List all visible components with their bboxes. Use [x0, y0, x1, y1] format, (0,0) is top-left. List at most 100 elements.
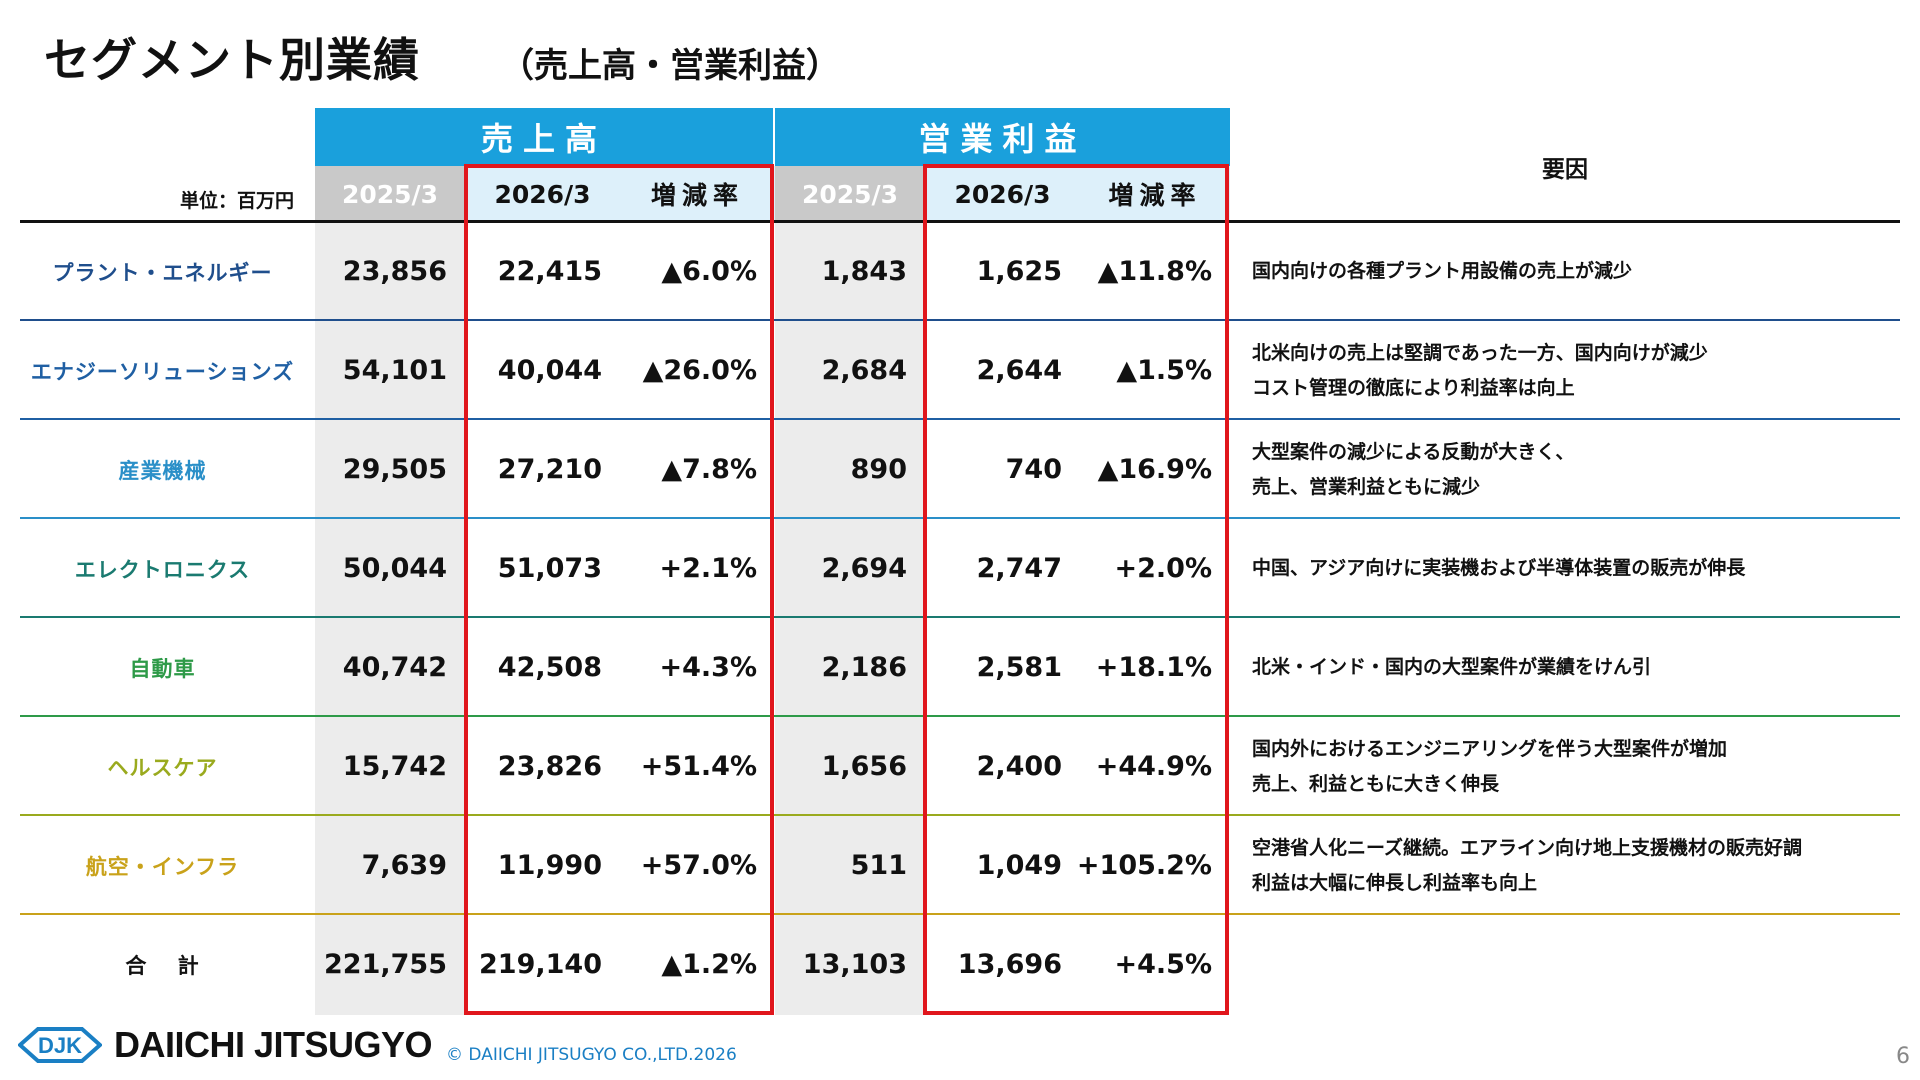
- op-2025-value: 1,843: [821, 256, 907, 287]
- sales-2025-value: 54,101: [342, 355, 447, 386]
- table-row: ヘルスケア 15,742 23,826 +51.4% 1,656 2,400 +44.9% 国…: [0, 717, 1920, 816]
- op-change-rate: +18.1%: [1095, 652, 1212, 683]
- op-change-rate: +105.2%: [1076, 850, 1212, 881]
- op-2025-value: 511: [850, 850, 907, 881]
- row-divider: [20, 319, 1900, 321]
- table-row: プラント・エネルギー 23,856 22,415 ▲6.0% 1,843 1,625 ▲11…: [0, 222, 1920, 321]
- sales-2025-value: 29,505: [342, 454, 447, 485]
- segment-name: エナジーソリューションズ: [30, 359, 295, 384]
- table-row: 産業機械 29,505 27,210 ▲7.8% 890 740 ▲16.9% 大型案件の減少…: [0, 420, 1920, 519]
- page-subtitle: （売上高・営業利益）: [500, 46, 840, 86]
- op-2026-value: 740: [1005, 454, 1062, 485]
- row-divider: [20, 715, 1900, 717]
- segment-name: 産業機械: [118, 458, 207, 483]
- segment-name: ヘルスケア: [107, 755, 218, 780]
- row-divider: [20, 616, 1900, 618]
- op-2026-value: 13,696: [957, 949, 1062, 980]
- op-prev-year-header: 2025/3: [775, 166, 925, 222]
- reason-text: 国内向けの各種プラント用設備の売上が減少: [1252, 260, 1633, 282]
- prev-op-column-bg: [775, 222, 925, 1015]
- op-current-highlight-frame: [923, 164, 1229, 1015]
- page-number: 6: [1896, 1044, 1910, 1069]
- sales-change-rate: +4.3%: [659, 652, 757, 683]
- reason-text: 北米・インド・国内の大型案件が業績をけん引: [1252, 656, 1652, 678]
- row-divider: [20, 814, 1900, 816]
- logo-mark-text: DJK: [38, 1033, 82, 1058]
- table-row: 自動車 40,742 42,508 +4.3% 2,186 2,581 +18.1% 北米・イ…: [0, 618, 1920, 717]
- reason-text: [1230, 915, 1900, 1014]
- reason-text: 北米向けの売上は堅調であった一方、国内向けが減少 コスト管理の徹底により利益率は…: [1252, 341, 1708, 399]
- op-2026-value: 1,625: [976, 256, 1062, 287]
- sales-2026-value: 42,508: [497, 652, 602, 683]
- sales-change-rate: ▲26.0%: [642, 355, 757, 386]
- op-2026-value: 2,400: [976, 751, 1062, 782]
- company-logo: DJK DAIICHI JITSUGYO: [18, 1024, 433, 1066]
- op-change-rate: ▲16.9%: [1097, 454, 1212, 485]
- header-divider: [20, 220, 1900, 223]
- sales-2026-value: 23,826: [497, 751, 602, 782]
- op-2025-value: 1,656: [821, 751, 907, 782]
- sales-cur-year-header: 2026/3: [465, 166, 620, 222]
- op-2026-value: 2,581: [976, 652, 1062, 683]
- page-title: セグメント別業績: [44, 33, 420, 87]
- sales-2025-value: 15,742: [342, 751, 447, 782]
- sales-2025-value: 7,639: [361, 850, 447, 881]
- segment-name: 航空・インフラ: [85, 854, 240, 879]
- row-divider: [20, 517, 1900, 519]
- reason-text: 大型案件の減少による反動が大きく、 売上、営業利益ともに減少: [1252, 440, 1575, 498]
- sales-change-rate: +51.4%: [640, 751, 757, 782]
- reason-text: 空港省人化ニーズ継続。エアライン向け地上支援機材の販売好調 利益は大幅に伸長し利…: [1252, 836, 1803, 894]
- op-change-rate: ▲1.5%: [1116, 355, 1212, 386]
- sales-band-header: 売上高: [315, 108, 773, 166]
- segment-name: 合 計: [125, 953, 200, 978]
- sales-2026-value: 40,044: [497, 355, 602, 386]
- djk-logo-icon: DJK: [18, 1027, 102, 1063]
- op-change-rate: ▲11.8%: [1097, 256, 1212, 287]
- sales-2026-value: 11,990: [497, 850, 602, 881]
- sales-change-rate: +57.0%: [640, 850, 757, 881]
- prev-sales-column-bg: [315, 222, 465, 1015]
- sales-2026-value: 22,415: [497, 256, 602, 287]
- op-2025-value: 2,186: [821, 652, 907, 683]
- operating-profit-band-header: 営業利益: [775, 108, 1230, 166]
- copyright-text: © DAIICHI JITSUGYO CO.,LTD.2026: [446, 1045, 737, 1065]
- sales-change-rate: +2.1%: [659, 553, 757, 584]
- sales-change-rate: ▲1.2%: [661, 949, 757, 980]
- op-2025-value: 890: [850, 454, 907, 485]
- row-divider: [20, 913, 1900, 915]
- segment-name: プラント・エネルギー: [52, 260, 273, 285]
- table-row: 合 計 221,755 219,140 ▲1.2% 13,103 13,696 +4.5%: [0, 915, 1920, 1014]
- sales-change-rate: ▲6.0%: [661, 256, 757, 287]
- op-2025-value: 2,694: [821, 553, 907, 584]
- sales-2026-value: 51,073: [497, 553, 602, 584]
- reason-text: 国内外におけるエンジニアリングを伴う大型案件が増加 売上、利益ともに大きく伸長: [1252, 737, 1728, 795]
- sales-rate-header: 増減率: [620, 166, 775, 222]
- table-row: エナジーソリューションズ 54,101 40,044 ▲26.0% 2,684 2,644…: [0, 321, 1920, 420]
- table-row: エレクトロニクス 50,044 51,073 +2.1% 2,694 2,747 +2.0%…: [0, 519, 1920, 618]
- reasons-header: 要因: [1542, 157, 1588, 183]
- reason-text: 中国、アジア向けに実装機および半導体装置の販売が伸長: [1252, 557, 1746, 579]
- sales-2025-value: 23,856: [342, 256, 447, 287]
- sales-2025-value: 221,755: [324, 949, 447, 980]
- table-row: 航空・インフラ 7,639 11,990 +57.0% 511 1,049 +105.2% 空…: [0, 816, 1920, 915]
- op-2026-value: 1,049: [976, 850, 1062, 881]
- sales-change-rate: ▲7.8%: [661, 454, 757, 485]
- unit-label: 単位：百万円: [179, 190, 294, 212]
- op-2025-value: 2,684: [821, 355, 907, 386]
- row-divider: [20, 418, 1900, 420]
- sales-prev-year-header: 2025/3: [315, 166, 465, 222]
- op-2026-value: 2,747: [976, 553, 1062, 584]
- op-2025-value: 13,103: [802, 949, 907, 980]
- op-rate-header: 増減率: [1080, 166, 1230, 222]
- op-2026-value: 2,644: [976, 355, 1062, 386]
- sales-current-highlight-frame: [464, 164, 774, 1015]
- segment-name: エレクトロニクス: [74, 557, 251, 582]
- op-change-rate: +4.5%: [1114, 949, 1212, 980]
- company-name: DAIICHI JITSUGYO: [114, 1024, 433, 1065]
- sales-2025-value: 40,742: [342, 652, 447, 683]
- sales-2025-value: 50,044: [342, 553, 447, 584]
- op-change-rate: +2.0%: [1114, 553, 1212, 584]
- op-cur-year-header: 2026/3: [925, 166, 1080, 222]
- op-change-rate: +44.9%: [1095, 751, 1212, 782]
- sales-2026-value: 219,140: [479, 949, 602, 980]
